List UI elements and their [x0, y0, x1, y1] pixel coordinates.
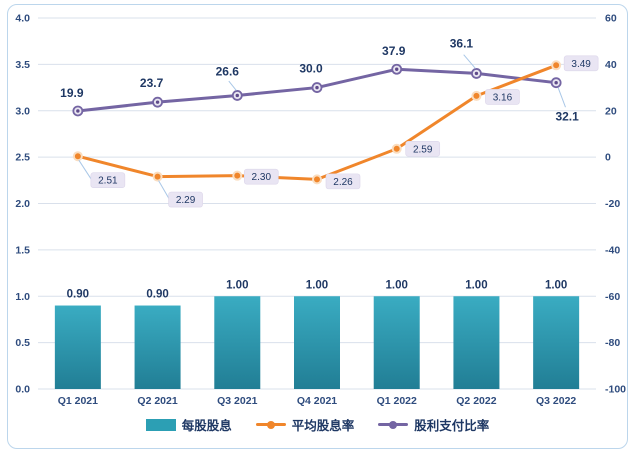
combo-chart: 4.0 60 3.5 40 3.0 20 2.5 0 2.0 -20 1.5 -40 1.0 -60 0.5…: [15, 13, 626, 408]
legend-label: 股利支付比率: [414, 419, 490, 433]
payout-ratio-label: 36.1: [450, 36, 474, 50]
payout-ratio-label: 26.6: [216, 64, 240, 78]
chart-legend: 每股股息 平均股息率 股利支付比率: [0, 415, 635, 434]
data-label-box: [485, 89, 520, 105]
bar: [134, 305, 181, 389]
bar: [533, 296, 580, 389]
payout-ratio-marker-core: [554, 80, 558, 85]
bar-value-label: 1.00: [465, 279, 487, 291]
payout-ratio-label: 37.9: [382, 44, 406, 58]
payout-ratio-label: 19.9: [60, 86, 84, 100]
line-swatch-dot: [389, 420, 398, 429]
bar: [373, 296, 420, 389]
x-axis-label: Q4 2021: [297, 395, 337, 407]
dividend-yield-marker: [471, 90, 482, 101]
dividend-yield-marker: [72, 151, 83, 162]
y-axis-left-tick: 1.0: [15, 291, 30, 303]
dividend-yield-label: 2.29: [176, 195, 196, 206]
x-axis-label: Q2 2022: [456, 395, 496, 407]
x-axis-label: Q2 2021: [137, 395, 177, 407]
dividend-yield-marker: [551, 60, 562, 71]
y-axis-left-tick: 3.0: [15, 105, 30, 117]
legend-item-avg-dividend-yield: 平均股息率: [255, 415, 355, 434]
y-axis-left-tick: 2.0: [15, 198, 30, 210]
leader-line: [463, 54, 476, 69]
y-axis-right-tick: 60: [605, 13, 617, 25]
x-axis-label: Q3 2021: [217, 395, 257, 407]
y-axis-right-tick: 20: [605, 105, 617, 117]
dividend-yield-label: 2.59: [413, 144, 433, 155]
bar: [54, 305, 101, 389]
data-label-box: [325, 173, 361, 190]
data-label-box: [243, 168, 279, 185]
bar-swatch: [145, 418, 176, 431]
dividend-yield-label: 2.26: [333, 177, 353, 188]
y-axis-left-tick: 3.5: [15, 59, 30, 71]
payout-ratio-marker-core: [474, 71, 479, 76]
y-axis-left-tick: 1.5: [15, 244, 30, 256]
legend-item-payout-ratio: 股利支付比率: [378, 415, 489, 434]
y-axis-right-tick: -40: [605, 244, 620, 256]
data-label-box: [563, 55, 599, 72]
bar: [294, 296, 340, 389]
dividend-yield-marker: [312, 174, 322, 185]
data-label-box: [168, 191, 203, 208]
leader-line: [557, 87, 566, 108]
payout-ratio-marker-core: [155, 100, 160, 104]
x-axis-label: Q1 2022: [377, 395, 417, 407]
legend-label: 每股股息: [181, 419, 232, 433]
legend-label: 平均股息率: [291, 419, 355, 433]
data-label-box: [90, 172, 126, 188]
bar-value-label: 0.90: [67, 289, 89, 301]
bar-value-label: 1.00: [386, 279, 408, 291]
y-axis-right-tick: 40: [605, 59, 617, 71]
line-swatch: [255, 420, 286, 429]
line-swatch: [378, 420, 409, 429]
dividend-yield-marker: [152, 171, 163, 182]
payout-ratio-label: 30.0: [299, 62, 323, 76]
payout-ratio-marker-core: [315, 85, 319, 90]
y-axis-right-tick: -100: [605, 384, 626, 396]
line-swatch-dot: [266, 420, 275, 429]
y-axis-right-tick: -60: [605, 291, 620, 303]
dividend-yield-label: 3.49: [571, 59, 591, 70]
y-axis-left-tick: 2.5: [15, 152, 30, 164]
bar: [453, 296, 500, 389]
legend-item-dividend-per-share: 每股股息: [145, 415, 232, 434]
y-axis-left-tick: 4.0: [15, 13, 30, 25]
dividend-yield-label: 2.30: [252, 172, 272, 183]
dividend-yield-label: 3.16: [493, 92, 513, 103]
payout-ratio-marker-core: [235, 93, 239, 98]
y-axis-right-tick: 0: [605, 152, 611, 164]
bar: [214, 296, 261, 389]
payout-ratio-label: 23.7: [140, 76, 164, 90]
x-axis-label: Q3 2022: [536, 395, 576, 407]
dividend-yield-marker: [391, 143, 402, 154]
y-axis-right-tick: -80: [605, 337, 620, 349]
leader-line: [228, 80, 237, 91]
leader-line: [78, 159, 93, 181]
dividend-yield-label: 2.51: [98, 176, 118, 187]
bar-value-label: 1.00: [545, 279, 567, 291]
y-axis-right-tick: -20: [605, 198, 620, 210]
leader-line: [158, 180, 171, 200]
payout-ratio-marker-core: [395, 67, 399, 71]
bar-value-label: 1.00: [306, 279, 328, 291]
bar-value-label: 1.00: [226, 279, 248, 291]
data-label-box: [405, 140, 441, 157]
payout-ratio-marker-core: [76, 109, 80, 113]
y-axis-left-tick: 0.5: [15, 337, 30, 349]
y-axis-left-tick: 0.0: [15, 384, 30, 396]
bar-value-label: 0.90: [146, 289, 168, 301]
payout-ratio-label: 32.1: [555, 110, 579, 124]
x-axis-label: Q1 2021: [58, 395, 98, 407]
chart-area: 4.0 60 3.5 40 3.0 20 2.5 0 2.0 -20 1.5 -40 1.0 -60 0.5…: [15, 13, 626, 408]
dividend-yield-marker: [232, 170, 243, 181]
